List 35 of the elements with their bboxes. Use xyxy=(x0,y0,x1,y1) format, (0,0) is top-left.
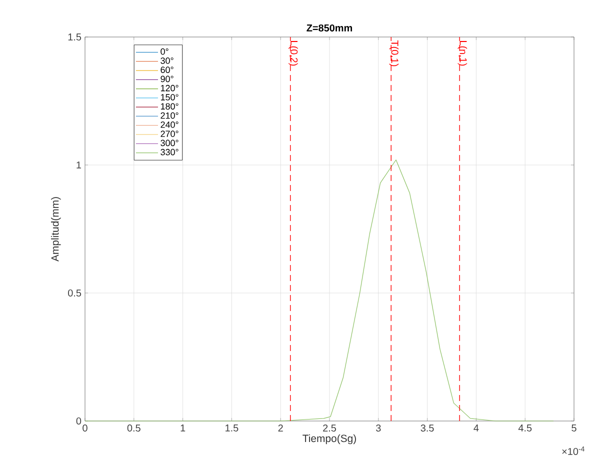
x-tick-label: 4 xyxy=(474,424,479,432)
ref-line-label: T(0,1) xyxy=(389,40,399,66)
legend-label: 270° xyxy=(160,130,178,137)
legend-label: 300° xyxy=(160,140,178,146)
line-series xyxy=(84,160,554,422)
y-tick-label: 0 xyxy=(76,417,82,425)
x-tick-label: 3.5 xyxy=(420,424,434,432)
legend-label: 240° xyxy=(160,121,178,128)
legend-label: 90° xyxy=(160,76,174,82)
legend-label: 60° xyxy=(160,66,174,74)
legend-label: 30° xyxy=(160,58,174,64)
y-tick-label: 1 xyxy=(76,162,81,168)
chart-title: Z=850mm xyxy=(306,24,352,32)
text: ×10$^{-4}$ xyxy=(562,446,584,456)
y-axis-title: Amplitud(mm) xyxy=(51,197,61,262)
x-tick-label: 0.5 xyxy=(127,424,140,432)
x-tick-label: 4.5 xyxy=(518,424,532,432)
x-tick-label: 1.5 xyxy=(226,424,238,432)
legend-label: 330° xyxy=(160,148,178,156)
x-tick-label: 2.5 xyxy=(323,424,336,432)
y-tick-label: 0.5 xyxy=(68,289,82,297)
legend-label: 0° xyxy=(160,48,168,55)
x-tick-label: 3 xyxy=(376,424,381,432)
y-tick-label: 1.5 xyxy=(68,34,82,40)
x-tick-label: 5 xyxy=(572,424,576,432)
ref-line-label: L(0,2) xyxy=(288,41,298,66)
x-tick-label: 2 xyxy=(278,424,283,432)
legend-label: 150° xyxy=(160,94,178,100)
legend-label: 120° xyxy=(160,84,178,92)
legend-label: 210° xyxy=(160,112,178,119)
ref-line-label: L(n,1) xyxy=(458,41,468,66)
x-axis-title: Tiempo(Sg) xyxy=(302,434,356,444)
legend-label: 180° xyxy=(160,103,178,110)
x-tick-label: 1 xyxy=(180,424,186,432)
x-tick-label: 0 xyxy=(82,424,88,432)
